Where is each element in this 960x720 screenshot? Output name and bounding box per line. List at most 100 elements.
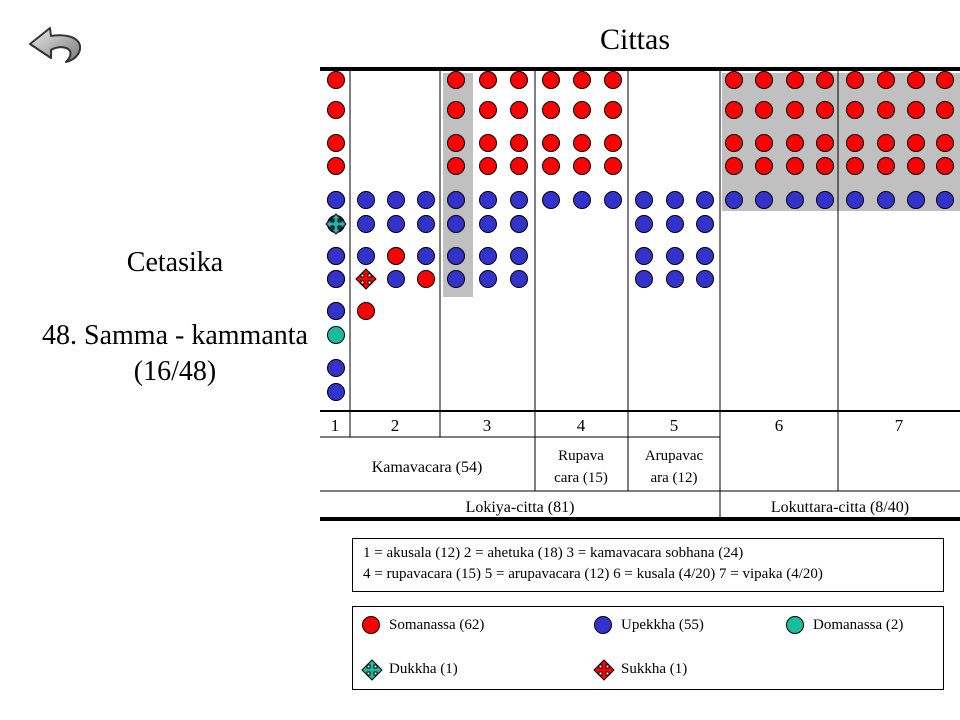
upekkha-citta-dot — [666, 270, 684, 288]
upekkha-citta-dot — [387, 215, 405, 233]
somanassa-citta-dot — [327, 157, 345, 175]
somanassa-citta-dot — [786, 134, 804, 152]
legend-item-domanassa: Domanassa (2) — [785, 615, 903, 635]
upekkha-citta-dot — [816, 191, 834, 209]
somanassa-citta-dot — [573, 134, 591, 152]
group-number: 1 — [331, 416, 340, 435]
somanassa-citta-dot — [725, 101, 743, 119]
cetasika-heading: Cetasika — [126, 247, 224, 278]
somanassa-citta-dot — [755, 134, 773, 152]
group-number: 5 — [670, 416, 679, 435]
group-number: 6 — [775, 416, 784, 435]
group-number: 3 — [483, 416, 492, 435]
somanassa-citta-dot — [816, 134, 834, 152]
upekkha-citta-dot — [447, 247, 465, 265]
somanassa-citta-dot — [816, 157, 834, 175]
somanassa-citta-dot — [542, 157, 560, 175]
somanassa-citta-dot — [755, 157, 773, 175]
legend-label: Domanassa (2) — [813, 616, 904, 633]
somanassa-citta-dot — [936, 101, 954, 119]
upekkha-citta-dot — [846, 191, 864, 209]
somanassa-citta-dot — [755, 101, 773, 119]
dots-layer — [325, 71, 954, 401]
upekkha-citta-dot — [510, 247, 528, 265]
cetasika-item: 48. Samma - kammanta (16/48) — [42, 320, 308, 387]
red-four-way-arrow-icon — [593, 659, 615, 681]
somanassa-citta-dot — [877, 157, 895, 175]
somanassa-citta-dot — [542, 134, 560, 152]
upekkha-citta-dot — [877, 191, 895, 209]
somanassa-citta-dot — [510, 71, 528, 89]
somanassa-citta-dot — [447, 101, 465, 119]
upekkha-citta-dot — [327, 270, 345, 288]
group-number: 4 — [577, 416, 586, 435]
legend-item-upekkha: Upekkha (55) — [593, 615, 704, 635]
blue-circle-icon — [593, 615, 613, 635]
upekkha-citta-dot — [447, 270, 465, 288]
upekkha-citta-dot — [387, 270, 405, 288]
upekkha-citta-dot — [635, 191, 653, 209]
somanassa-citta-dot — [327, 101, 345, 119]
somanassa-citta-dot — [447, 134, 465, 152]
realm-label-lokuttara: Lokuttara-citta (8/40) — [771, 499, 909, 516]
legend-label: Somanassa (62) — [389, 616, 485, 633]
legend-item-sukkha: Sukkha (1) — [593, 659, 688, 681]
somanassa-citta-dot — [573, 157, 591, 175]
page-title: Cittas — [599, 23, 670, 56]
group-description-box: 1 = akusala (12) 2 = ahetuka (18) 3 = ka… — [352, 538, 944, 592]
upekkha-citta-dot — [725, 191, 743, 209]
somanassa-citta-dot — [510, 134, 528, 152]
upekkha-citta-dot — [755, 191, 773, 209]
somanassa-citta-dot — [725, 134, 743, 152]
legend-label: Sukkha (1) — [621, 660, 688, 677]
somanassa-citta-dot — [387, 247, 405, 265]
back-arrow-icon — [29, 27, 82, 63]
somanassa-citta-dot — [604, 71, 622, 89]
group-number: 2 — [391, 416, 400, 435]
upekkha-citta-dot — [327, 247, 345, 265]
somanassa-citta-dot — [479, 101, 497, 119]
somanassa-citta-dot — [573, 101, 591, 119]
legend-label: Dukkha (1) — [389, 660, 458, 677]
somanassa-citta-dot — [327, 71, 345, 89]
upekkha-citta-dot — [327, 359, 345, 377]
realm-label-lokiya: Lokiya-citta (81) — [466, 499, 575, 516]
upekkha-citta-dot — [666, 247, 684, 265]
somanassa-citta-dot — [816, 71, 834, 89]
legend-item-somanassa: Somanassa (62) — [361, 615, 484, 635]
domanassa-citta-dot — [327, 326, 345, 344]
somanassa-citta-dot — [417, 270, 435, 288]
dukkha-citta-icon — [325, 213, 347, 235]
somanassa-citta-dot — [907, 101, 925, 119]
somanassa-citta-dot — [936, 157, 954, 175]
somanassa-citta-dot — [447, 157, 465, 175]
upekkha-citta-dot — [479, 191, 497, 209]
somanassa-citta-dot — [786, 71, 804, 89]
upekkha-citta-dot — [417, 215, 435, 233]
somanassa-citta-dot — [479, 157, 497, 175]
citta-diagram: 1 2 3 4 5 6 7 Kamavacara (54) Rupava cara… — [320, 67, 960, 521]
somanassa-citta-dot — [604, 101, 622, 119]
somanassa-citta-dot — [479, 134, 497, 152]
upekkha-citta-dot — [479, 215, 497, 233]
upekkha-citta-dot — [357, 215, 375, 233]
upekkha-citta-dot — [510, 270, 528, 288]
somanassa-citta-dot — [510, 101, 528, 119]
back-button[interactable] — [24, 22, 84, 66]
upekkha-citta-dot — [327, 302, 345, 320]
upekkha-citta-dot — [666, 191, 684, 209]
upekkha-citta-dot — [936, 191, 954, 209]
upekkha-citta-dot — [696, 247, 714, 265]
upekkha-citta-dot — [510, 215, 528, 233]
legend-item-dukkha: Dukkha (1) — [361, 659, 458, 681]
somanassa-citta-dot — [936, 134, 954, 152]
upekkha-citta-dot — [479, 247, 497, 265]
somanassa-citta-dot — [725, 157, 743, 175]
upekkha-citta-dot — [357, 247, 375, 265]
somanassa-citta-dot — [604, 134, 622, 152]
somanassa-citta-dot — [877, 71, 895, 89]
upekkha-citta-dot — [604, 191, 622, 209]
somanassa-citta-dot — [357, 302, 375, 320]
red-circle-icon — [361, 615, 381, 635]
upekkha-citta-dot — [696, 191, 714, 209]
